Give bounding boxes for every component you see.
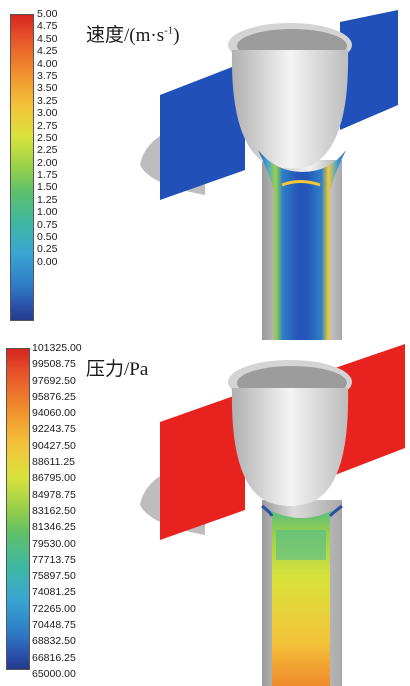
velocity-tick: 4.50 bbox=[37, 32, 58, 45]
velocity-plane-right bbox=[340, 10, 398, 130]
pressure-plane-right bbox=[335, 344, 405, 475]
velocity-tick: 2.75 bbox=[37, 119, 58, 132]
pressure-tick: 66816.25 bbox=[32, 651, 76, 664]
pressure-tick: 94060.00 bbox=[32, 407, 76, 420]
pressure-contour-render bbox=[140, 344, 405, 686]
pressure-colorbar bbox=[6, 348, 30, 670]
pressure-tick: 83162.50 bbox=[32, 504, 76, 517]
pressure-tick: 90427.50 bbox=[32, 439, 76, 452]
velocity-tick: 4.25 bbox=[37, 45, 58, 58]
velocity-tick: 4.75 bbox=[37, 20, 58, 33]
velocity-tick: 2.50 bbox=[37, 131, 58, 144]
pressure-tick: 77713.75 bbox=[32, 553, 76, 566]
pressure-tick: 68832.50 bbox=[32, 635, 76, 648]
velocity-tick: 4.00 bbox=[37, 57, 58, 70]
velocity-tick: 1.50 bbox=[37, 181, 58, 194]
velocity-contour-render bbox=[140, 10, 398, 340]
cup-body bbox=[231, 50, 349, 169]
velocity-tick: 2.00 bbox=[37, 156, 58, 169]
pressure-tick: 70448.75 bbox=[32, 619, 76, 632]
velocity-tick: 2.25 bbox=[37, 144, 58, 157]
velocity-tick: 1.25 bbox=[37, 193, 58, 206]
velocity-tick: 0.50 bbox=[37, 231, 58, 244]
velocity-panel: 5.00 4.75 4.50 4.25 4.00 3.75 3.50 3.25 … bbox=[0, 0, 410, 340]
pressure-tick: 92243.75 bbox=[32, 423, 76, 436]
pressure-tick: 79530.00 bbox=[32, 537, 76, 550]
velocity-plane-left bbox=[160, 62, 245, 200]
pressure-panel: 101325.00 99508.75 97692.50 95876.25 940… bbox=[0, 340, 410, 686]
velocity-tick: 1.75 bbox=[37, 169, 58, 182]
pressure-tick: 95876.25 bbox=[32, 390, 76, 403]
pressure-tick-list: 101325.00 99508.75 97692.50 95876.25 940… bbox=[32, 342, 82, 680]
velocity-tick: 5.00 bbox=[37, 8, 58, 20]
pressure-tick: 74081.25 bbox=[32, 586, 76, 599]
pressure-tick: 65000.00 bbox=[32, 667, 76, 680]
pressure-tick: 72265.00 bbox=[32, 602, 76, 615]
pressure-tick: 81346.25 bbox=[32, 521, 76, 534]
pressure-plane-left bbox=[160, 392, 245, 540]
velocity-tick: 3.00 bbox=[37, 107, 58, 120]
pressure-quantity-label: 压力/Pa bbox=[86, 359, 149, 380]
velocity-colorbar bbox=[10, 14, 34, 321]
pressure-tick: 101325.00 bbox=[32, 342, 82, 354]
velocity-tick: 3.75 bbox=[37, 69, 58, 82]
velocity-tick-list: 5.00 4.75 4.50 4.25 4.00 3.75 3.50 3.25 … bbox=[37, 8, 57, 326]
pressure-tick: 86795.00 bbox=[32, 472, 76, 485]
velocity-tick: 0.75 bbox=[37, 218, 58, 231]
velocity-tick: 3.50 bbox=[37, 82, 58, 95]
pressure-tick: 99508.75 bbox=[32, 358, 76, 371]
velocity-tick: 1.00 bbox=[37, 206, 58, 219]
velocity-tick: 0.00 bbox=[37, 255, 58, 268]
velocity-tick: 0.25 bbox=[37, 243, 58, 256]
velocity-quantity-label: 速度/(m·s-1) bbox=[86, 24, 180, 46]
velocity-tick: 3.25 bbox=[37, 94, 58, 107]
pressure-tick: 97692.50 bbox=[32, 374, 76, 387]
pressure-tick: 84978.75 bbox=[32, 488, 76, 501]
velocity-flow-field bbox=[258, 150, 346, 340]
pressure-tick: 88611.25 bbox=[32, 456, 76, 469]
pressure-tick: 75897.50 bbox=[32, 570, 76, 583]
cup-body bbox=[231, 388, 349, 506]
